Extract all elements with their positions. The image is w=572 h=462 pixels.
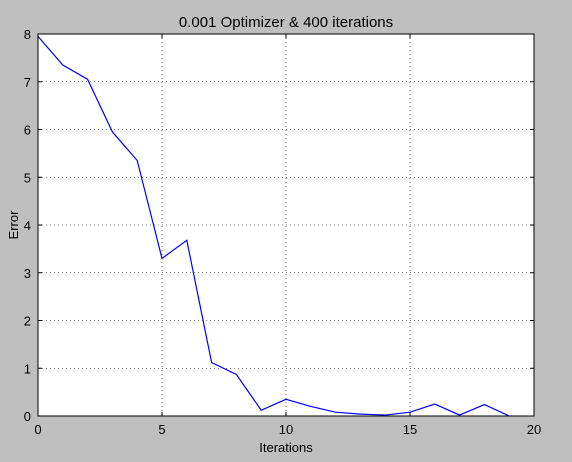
x-tick-label: 10 bbox=[279, 422, 293, 437]
y-axis-label: Error bbox=[6, 210, 21, 240]
y-tick-label: 2 bbox=[24, 314, 31, 329]
series-lines bbox=[37, 35, 510, 417]
x-tick-label: 20 bbox=[527, 422, 541, 437]
y-tick-label: 4 bbox=[24, 218, 31, 233]
y-tick-label: 3 bbox=[24, 266, 31, 281]
x-tick-label: 15 bbox=[403, 422, 417, 437]
x-tick-label: 5 bbox=[158, 422, 165, 437]
x-tick-label: 0 bbox=[34, 422, 41, 437]
y-tick-label: 6 bbox=[24, 123, 31, 138]
x-axis-label: Iterations bbox=[259, 440, 313, 455]
series-line bbox=[37, 35, 510, 417]
y-tick-label: 8 bbox=[24, 27, 31, 42]
chart-title: 0.001 Optimizer & 400 iterations bbox=[179, 14, 393, 31]
y-tick-label: 5 bbox=[24, 170, 31, 185]
y-tick-label: 1 bbox=[24, 361, 31, 376]
y-tick-label: 0 bbox=[24, 409, 31, 424]
grid-lines bbox=[38, 34, 534, 416]
axis-ticks bbox=[37, 33, 535, 417]
x-tick-labels: 0 5 10 15 20 bbox=[34, 422, 541, 437]
y-tick-labels: 0 1 2 3 4 5 6 7 8 bbox=[24, 27, 31, 424]
y-tick-label: 7 bbox=[24, 75, 31, 90]
